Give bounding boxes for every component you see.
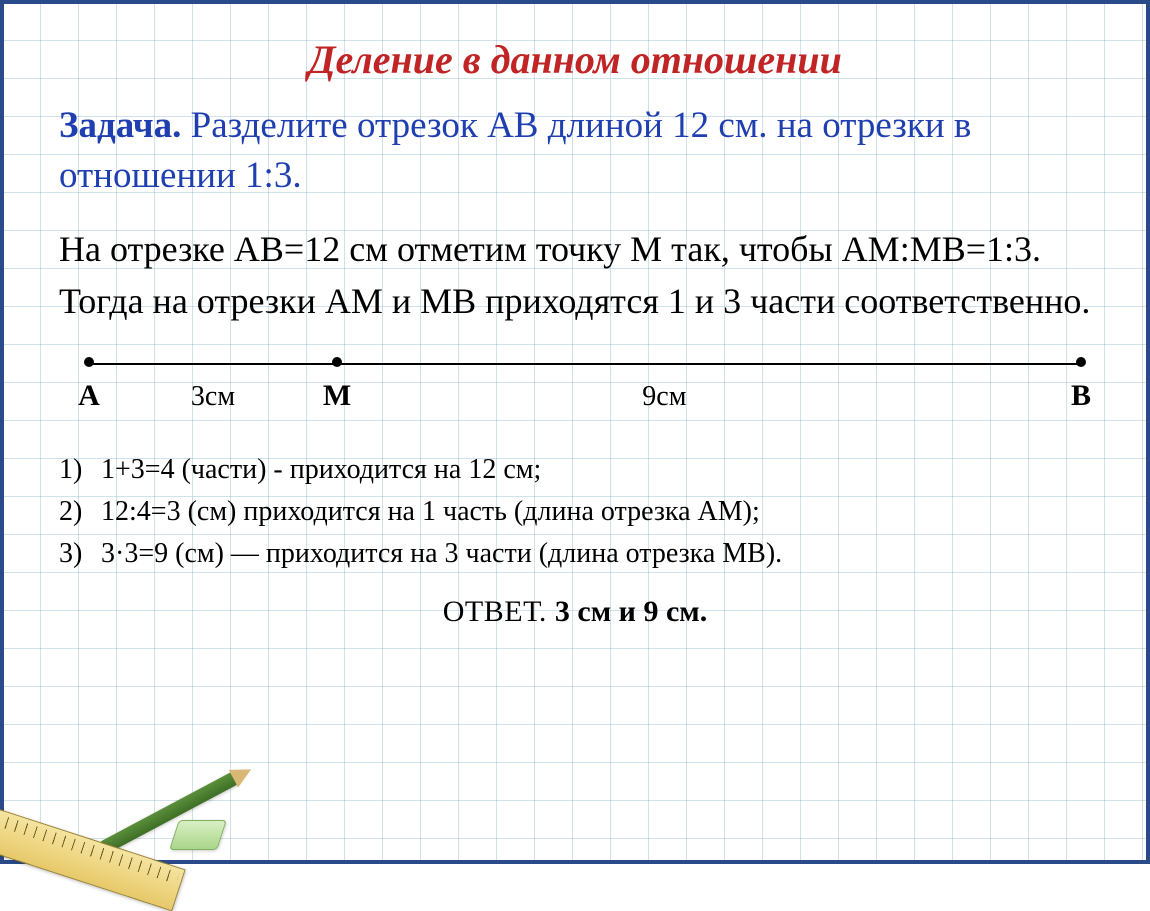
point-m [332, 357, 342, 367]
point-m-label: М [323, 379, 351, 413]
point-b-label: В [1071, 379, 1091, 413]
task-label: Задача. [59, 105, 181, 146]
task-text: Разделите отрезок АВ длиной 12 см. на от… [59, 105, 971, 196]
body-paragraph: На отрезке АВ=12 см отметим точку М так,… [59, 223, 1091, 327]
task-block: Задача. Разделите отрезок АВ длиной 12 с… [59, 101, 1091, 201]
eraser-icon [169, 820, 227, 850]
content-area: Деление в данном отношении Задача. Разде… [4, 4, 1146, 860]
step-text: 3·3=9 (см) — приходится на 3 части (длин… [101, 533, 782, 575]
point-b [1076, 357, 1086, 367]
step-row: 1) 1+3=4 (части) - приходится на 12 см; [59, 449, 1091, 491]
step-text: 12:4=3 (см) приходится на 1 часть (длина… [101, 491, 760, 533]
step-row: 2) 12:4=3 (см) приходится на 1 часть (дл… [59, 491, 1091, 533]
answer-line: ОТВЕТ. 3 см и 9 см. [59, 595, 1091, 629]
segment-label-mb: 9см [642, 381, 686, 413]
step-row: 3) 3·3=9 (см) — приходится на 3 части (д… [59, 533, 1091, 575]
slide-title: Деление в данном отношении [59, 36, 1091, 83]
point-a [84, 357, 94, 367]
point-a-label: А [78, 379, 100, 413]
segment-line [89, 363, 1081, 365]
segment-label-am: 3см [191, 381, 235, 413]
answer-label: ОТВЕТ. [443, 595, 555, 628]
step-number: 2) [59, 491, 101, 533]
segment-diagram: А М В 3см 9см [89, 357, 1081, 427]
step-number: 3) [59, 533, 101, 575]
slide-frame: Деление в данном отношении Задача. Разде… [0, 0, 1150, 864]
step-text: 1+3=4 (части) - приходится на 12 см; [101, 449, 541, 491]
step-number: 1) [59, 449, 101, 491]
solution-steps: 1) 1+3=4 (части) - приходится на 12 см; … [59, 449, 1091, 575]
answer-value: 3 см и 9 см. [555, 595, 707, 628]
